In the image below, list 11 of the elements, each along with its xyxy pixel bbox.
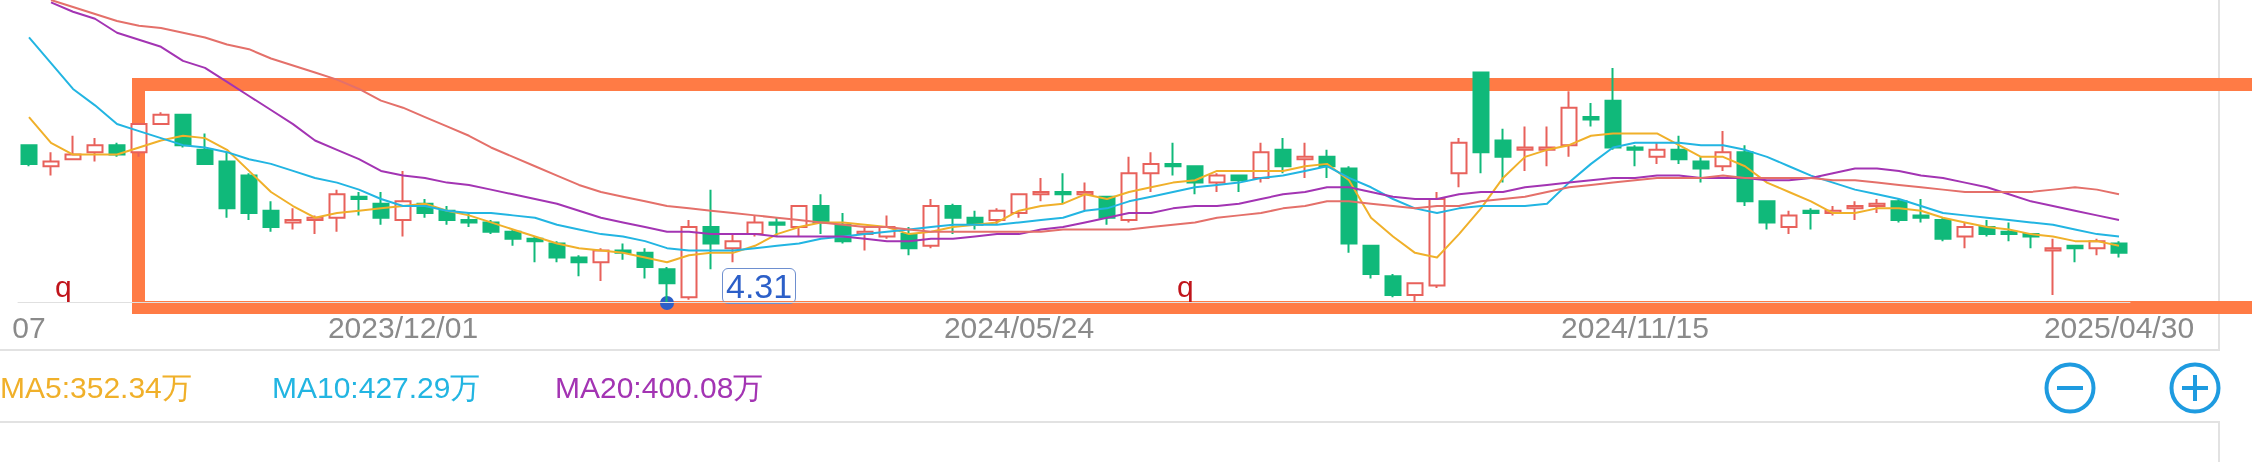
x-tick-label: 2025/04/30 xyxy=(2043,310,2195,344)
x-tick-label: 07 xyxy=(12,310,46,344)
text: MA10:427.29万 xyxy=(272,371,481,404)
annotation: 4.31 xyxy=(722,267,797,305)
x-tick-label: 2024/11/15 xyxy=(1561,310,1709,344)
text: MA20:400.08万 xyxy=(555,371,764,404)
text: MA5:352.34万 xyxy=(0,371,192,404)
annotation: q xyxy=(1177,270,1194,303)
annotation: q xyxy=(55,270,72,303)
x-tick-label: 2024/05/24 xyxy=(943,310,1095,344)
x-tick-label: 2023/12/01 xyxy=(327,310,479,344)
